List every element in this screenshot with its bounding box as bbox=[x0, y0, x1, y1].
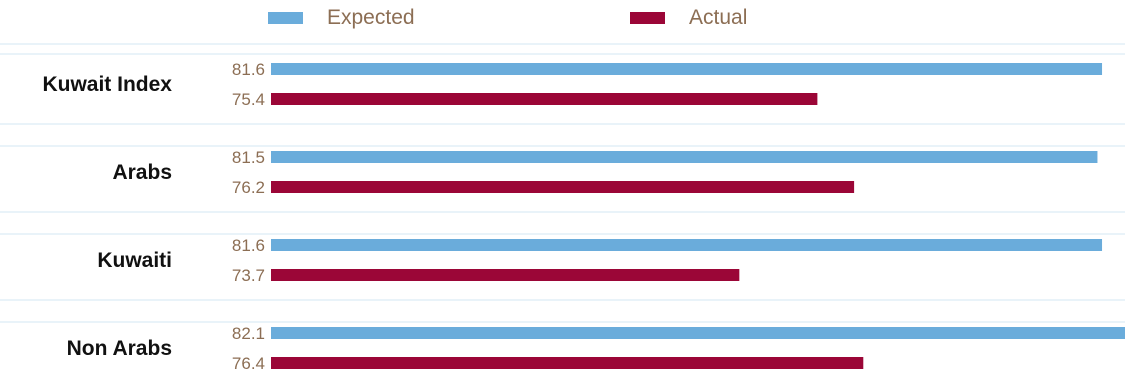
category-group: 82.1 76.4 Non Arabs bbox=[67, 324, 1125, 373]
bar-expected bbox=[271, 63, 1103, 75]
value-label: 81.6 bbox=[232, 236, 265, 255]
bar-expected bbox=[271, 239, 1103, 251]
category-label: Kuwaiti bbox=[97, 249, 172, 272]
legend-label-actual: Actual bbox=[689, 6, 748, 29]
bar-actual bbox=[271, 93, 818, 105]
value-label: 76.2 bbox=[232, 178, 265, 197]
bar-actual bbox=[271, 269, 740, 281]
category-group: 81.5 76.2 Arabs bbox=[112, 148, 1098, 197]
value-label: 75.4 bbox=[232, 90, 265, 109]
category-group: 81.6 75.4 Kuwait Index bbox=[42, 60, 1103, 109]
category-label: Arabs bbox=[112, 161, 172, 184]
value-label: 76.4 bbox=[232, 354, 265, 373]
category-label: Kuwait Index bbox=[42, 73, 172, 96]
legend-swatch-expected bbox=[268, 12, 303, 24]
category-group: 81.6 73.7 Kuwaiti bbox=[97, 236, 1103, 285]
bar-expected bbox=[271, 151, 1098, 163]
value-label: 81.6 bbox=[232, 60, 265, 79]
value-label: 73.7 bbox=[232, 266, 265, 285]
legend-actual: Actual bbox=[630, 4, 747, 32]
legend-expected: Expected bbox=[268, 4, 415, 32]
bar-expected bbox=[271, 327, 1125, 339]
grid-lines bbox=[0, 43, 1125, 323]
value-label: 81.5 bbox=[232, 148, 265, 167]
bar-actual bbox=[271, 181, 855, 193]
legend-swatch-actual bbox=[630, 12, 665, 24]
legend-label-expected: Expected bbox=[327, 6, 415, 29]
bar-actual bbox=[271, 357, 864, 369]
value-label: 82.1 bbox=[232, 324, 265, 343]
category-label: Non Arabs bbox=[67, 337, 172, 360]
